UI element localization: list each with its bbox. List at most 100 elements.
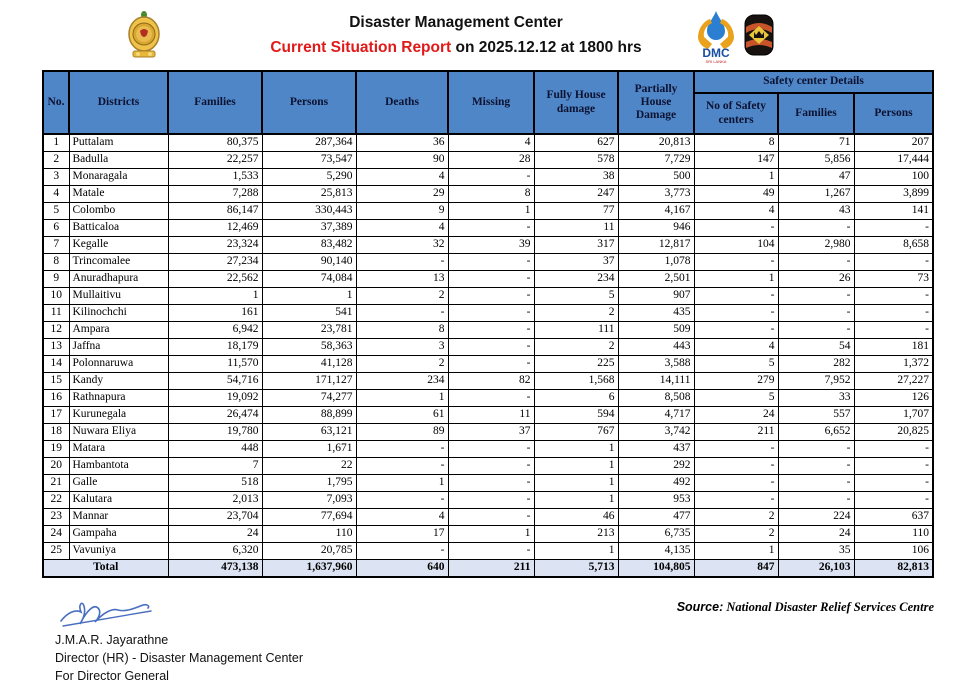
value-cell: 12,817 [617,236,695,254]
value-cell: 3,773 [617,185,695,203]
value-cell: 181 [853,338,934,356]
value-cell: 8 [447,185,535,203]
table-row: 24 Gampaha 24 110 17 1 213 6,735 2 24 110 [42,525,934,543]
value-cell: 20 [42,457,70,475]
col-header-partially-damage: Partially House Damage [617,70,695,135]
value-cell: 2,501 [617,270,695,288]
table-body: 1 Puttalam 80,375 287,364 36 4 627 20,813 8 71 207… [42,133,934,560]
col-header-missing: Missing [447,70,535,135]
value-cell: 24 [42,525,70,543]
value-cell: - [447,508,535,526]
value-cell: 492 [617,474,695,492]
table-row: 16 Rathnapura 19,092 74,277 1-6 8,508 5 33 126 [42,389,934,407]
value-cell: 4,167 [617,202,695,220]
value-cell: 1 [533,491,619,509]
value-cell: - [447,440,535,458]
value-cell: 54 [777,338,855,356]
value-cell: 5 [533,287,619,305]
value-cell: - [693,304,779,322]
value-cell: - [693,491,779,509]
value-cell: 907 [617,287,695,305]
value-cell: 90,140 [261,253,357,271]
source-line: Source: National Disaster Relief Service… [677,600,934,615]
value-cell: 23,324 [167,236,263,254]
value-cell: - [853,253,934,271]
source-label: Source: [676,600,724,614]
value-cell: 16 [42,389,70,407]
value-cell: 500 [617,168,695,186]
value-cell: 1,671 [261,440,357,458]
value-cell: 1,267 [777,185,855,203]
value-cell: 171,127 [261,372,357,390]
value-cell: 74,084 [261,270,357,288]
value-cell: - [777,304,855,322]
value-cell: 5 [42,202,70,220]
value-cell: 19,092 [167,389,263,407]
signatory-for: For Director General [55,669,169,683]
table-row: 6 Batticaloa 12,469 37,389 4-11 946- - - [42,219,934,237]
value-cell: 4 [693,338,779,356]
value-cell: - [355,457,449,475]
value-cell: 41,128 [261,355,357,373]
value-cell: 24 [693,406,779,424]
value-cell: 1 [533,457,619,475]
value-cell: 9 [355,202,449,220]
value-cell: 141 [853,202,934,220]
district-cell: Kalutara [68,491,169,509]
table-row: 11 Kilinochchi 161 541- -2 435- - - [42,304,934,322]
value-cell: - [693,457,779,475]
value-cell: 2,013 [167,491,263,509]
value-cell: - [447,168,535,186]
value-cell: 6 [533,389,619,407]
value-cell: 86,147 [167,202,263,220]
value-cell: 17,444 [853,151,934,169]
value-cell: 287,364 [261,133,357,152]
value-cell: - [777,491,855,509]
value-cell: 448 [167,440,263,458]
col-header-fully-damage: Fully House damage [533,70,619,135]
value-cell: - [447,270,535,288]
district-cell: Puttalam [68,133,169,152]
dmc-logo: DMC SRI LANKA [698,11,734,64]
value-cell: - [447,355,535,373]
table-row: 10 Mullaitivu 1 1 2-5 907- - - [42,287,934,305]
value-cell: 23,781 [261,321,357,339]
value-cell: - [853,474,934,492]
total-row: Total 473,138 1,637,960 640 211 5,713 104,805 8… [42,559,934,578]
district-cell: Rathnapura [68,389,169,407]
col-header-deaths: Deaths [355,70,449,135]
value-cell: 12,469 [167,219,263,237]
value-cell: 234 [355,372,449,390]
value-cell: - [447,219,535,237]
value-cell: - [853,304,934,322]
value-cell: 18 [42,423,70,441]
dmc-logo-subtext: SRI LANKA [706,59,727,64]
value-cell: 38 [533,168,619,186]
table-row: 3 Monaragala 1,533 5,290 4-38 500 1 47 100 [42,168,934,186]
value-cell: 2 [533,304,619,322]
col-header-safety-persons: Persons [852,92,935,135]
value-cell: 28 [447,151,535,169]
value-cell: 33 [777,389,855,407]
table-row: 19 Matara 448 1,671- -1 437- - - [42,440,934,458]
value-cell: 1 [447,202,535,220]
table-row: 4 Matale 7,288 25,813 29 8 247 3,773 49 1,267 3,89… [42,185,934,203]
value-cell: - [693,253,779,271]
district-cell: Badulla [68,151,169,169]
value-cell: 14,111 [617,372,695,390]
sri-lanka-emblem-logo [128,11,160,58]
value-cell: 21 [42,474,70,492]
value-cell: 74,277 [261,389,357,407]
col-header-districts: Districts [68,70,169,135]
source-value: National Disaster Relief Services Centre [726,600,934,614]
value-cell: 77,694 [261,508,357,526]
table-row: 14 Polonnaruwa 11,570 41,128 2-225 3,588 5 282 1… [42,355,934,373]
value-cell: 110 [853,525,934,543]
table-row: 22 Kalutara 2,013 7,093- -1 953- - - [42,491,934,509]
situation-table: No. Districts Families Persons Deaths Mi… [42,70,935,578]
value-cell: 1 [167,287,263,305]
value-cell: 2 [42,151,70,169]
value-cell: 25 [42,542,70,560]
value-cell: 2 [533,338,619,356]
value-cell: 11 [447,406,535,424]
